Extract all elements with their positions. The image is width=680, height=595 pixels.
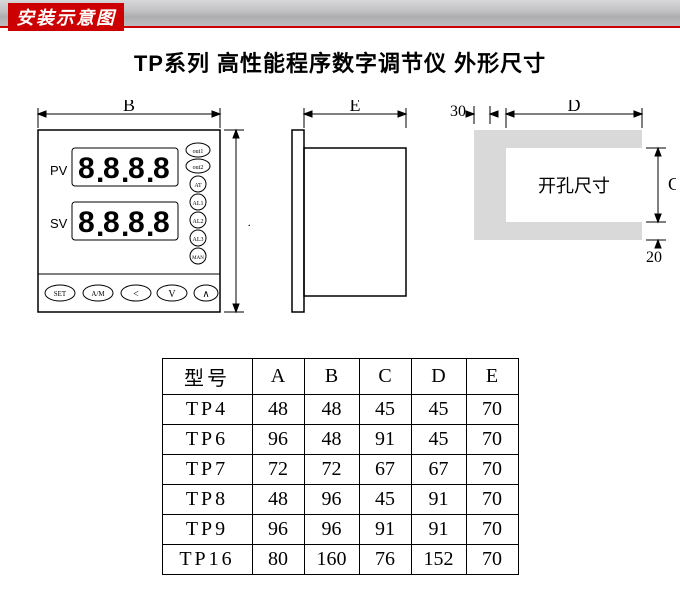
dimension-table: 型号 A B C D E TP44848454570TP69648914570T… — [162, 358, 519, 575]
cell-a: 80 — [252, 545, 304, 575]
cell-c: 76 — [359, 545, 411, 575]
table-row: TP99696919170 — [162, 515, 518, 545]
cell-e: 70 — [466, 485, 518, 515]
col-a: A — [252, 359, 304, 395]
cell-b: 48 — [304, 425, 359, 455]
cell-d: 67 — [411, 455, 466, 485]
svg-text:out2: out2 — [193, 165, 204, 171]
cell-d: 152 — [411, 545, 466, 575]
cell-model: TP6 — [162, 425, 252, 455]
cell-c: 91 — [359, 515, 411, 545]
cell-model: TP8 — [162, 485, 252, 515]
svg-text:8: 8 — [103, 152, 120, 185]
table-row: TP69648914570 — [162, 425, 518, 455]
cell-e: 70 — [466, 515, 518, 545]
dim-30-label: 30 — [450, 103, 466, 120]
cell-e: 70 — [466, 425, 518, 455]
cell-c: 45 — [359, 485, 411, 515]
cell-a: 96 — [252, 425, 304, 455]
svg-text:8: 8 — [153, 152, 170, 185]
cell-b: 160 — [304, 545, 359, 575]
svg-text:8: 8 — [103, 206, 120, 239]
cell-e: 70 — [466, 455, 518, 485]
header-underline — [0, 26, 680, 28]
cell-e: 70 — [466, 395, 518, 425]
cell-model: TP9 — [162, 515, 252, 545]
cell-model: TP7 — [162, 455, 252, 485]
cell-a: 72 — [252, 455, 304, 485]
cell-a: 48 — [252, 395, 304, 425]
col-c: C — [359, 359, 411, 395]
pv-digits: 8. 8. 8. 8 — [78, 152, 170, 189]
svg-text:8: 8 — [78, 206, 95, 239]
svg-text:8: 8 — [128, 152, 145, 185]
svg-text:AL3: AL3 — [193, 237, 204, 243]
dim-b-label: B — [123, 100, 135, 115]
cell-d: 45 — [411, 425, 466, 455]
svg-text:A/M: A/M — [91, 290, 105, 298]
cell-d: 91 — [411, 515, 466, 545]
cell-model: TP4 — [162, 395, 252, 425]
cell-b: 96 — [304, 485, 359, 515]
front-view: B PV 8. 8. 8. 8 SV 8. 8. 8. 8 out1 out2 … — [10, 100, 250, 350]
cell-c: 45 — [359, 395, 411, 425]
table-row: TP44848454570 — [162, 395, 518, 425]
svg-text:AT: AT — [194, 183, 202, 189]
cutout-view: 30 D 开孔尺寸 C — [446, 100, 676, 330]
pv-label: PV — [50, 163, 68, 178]
dim-20-label: 20 — [646, 249, 662, 266]
dim-d-label: D — [568, 100, 581, 115]
dim-e-label: E — [350, 100, 361, 115]
side-view: E — [280, 100, 430, 350]
svg-text:8: 8 — [78, 152, 95, 185]
svg-text:SET: SET — [54, 290, 67, 298]
svg-text:∧: ∧ — [202, 289, 209, 300]
dim-a-label: A — [248, 210, 250, 230]
cell-a: 48 — [252, 485, 304, 515]
page-title: TP系列 高性能程序数字调节仪 外形尺寸 — [0, 46, 680, 78]
cell-c: 91 — [359, 425, 411, 455]
col-e: E — [466, 359, 518, 395]
table-row: TP16801607615270 — [162, 545, 518, 575]
cell-a: 96 — [252, 515, 304, 545]
header-bar: 安装示意图 — [0, 0, 680, 28]
cutout-label: 开孔尺寸 — [538, 176, 610, 196]
svg-text:out1: out1 — [193, 149, 204, 155]
indicator-lamps: out1 out2 AT AL1 AL2 AL3 MAN — [186, 143, 210, 264]
dim-c-label: C — [668, 174, 676, 194]
cell-d: 91 — [411, 485, 466, 515]
svg-text:AL2: AL2 — [193, 219, 204, 225]
cell-b: 96 — [304, 515, 359, 545]
svg-text:<: < — [133, 289, 139, 300]
cell-b: 72 — [304, 455, 359, 485]
table-row: TP84896459170 — [162, 485, 518, 515]
table-header-row: 型号 A B C D E — [162, 359, 518, 395]
svg-text:AL1: AL1 — [193, 201, 204, 207]
cell-e: 70 — [466, 545, 518, 575]
table-row: TP77272676770 — [162, 455, 518, 485]
diagram-area: B PV 8. 8. 8. 8 SV 8. 8. 8. 8 out1 out2 … — [10, 100, 670, 350]
sv-label: SV — [50, 216, 68, 231]
cell-b: 48 — [304, 395, 359, 425]
cell-d: 45 — [411, 395, 466, 425]
col-d: D — [411, 359, 466, 395]
svg-text:8: 8 — [153, 206, 170, 239]
svg-text:V: V — [168, 289, 176, 300]
cell-c: 67 — [359, 455, 411, 485]
svg-text:MAN: MAN — [192, 256, 204, 261]
front-buttons: SET A/M < V ∧ — [45, 285, 218, 301]
svg-text:8: 8 — [128, 206, 145, 239]
col-b: B — [304, 359, 359, 395]
col-model: 型号 — [162, 359, 252, 395]
cell-model: TP16 — [162, 545, 252, 575]
sv-digits: 8. 8. 8. 8 — [78, 206, 170, 243]
